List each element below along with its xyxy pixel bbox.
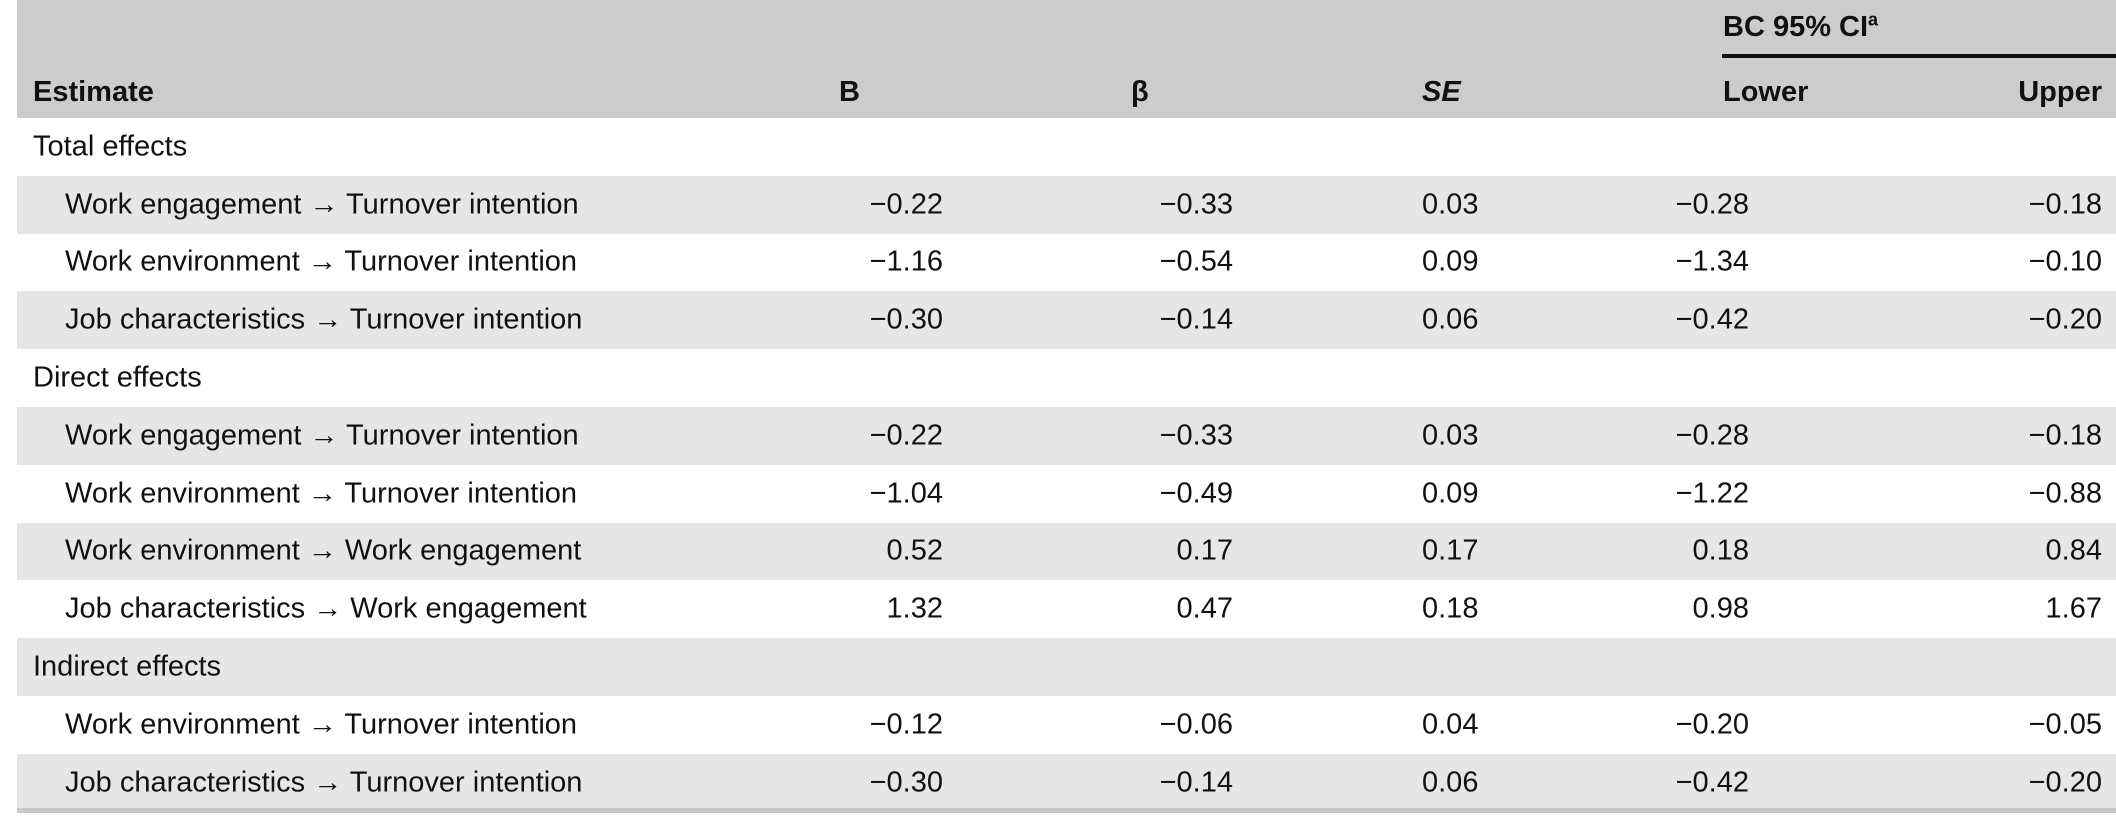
effect-label: Job characteristics → Turnover intention — [65, 303, 583, 336]
cell-beta: 0.17 — [1176, 534, 1233, 567]
cell-b: −0.22 — [869, 419, 943, 452]
cell-upper: −0.18 — [2028, 419, 2102, 452]
table-body: Total effects Work engagement → Turnover … — [17, 118, 2116, 812]
section-row: Total effects — [17, 118, 2116, 176]
table-row: Work engagement → Turnover intention −0.2… — [17, 175, 2116, 234]
cell-lower: 0.18 — [1692, 534, 1749, 567]
cell-lower: −1.22 — [1675, 477, 1749, 510]
cell-b: 1.32 — [886, 592, 943, 625]
section-row: Direct effects — [17, 349, 2116, 407]
cell-beta: −0.14 — [1159, 303, 1233, 336]
cell-se: 0.09 — [1422, 477, 1479, 510]
cell-se: 0.06 — [1422, 766, 1479, 799]
cell-se: 0.18 — [1422, 592, 1479, 625]
cell-lower: −0.28 — [1675, 188, 1749, 221]
cell-beta: −0.06 — [1159, 708, 1233, 741]
cell-beta: −0.54 — [1159, 245, 1233, 278]
cell-upper: 1.67 — [2045, 592, 2102, 625]
table-row: Job characteristics → Turnover intention… — [17, 753, 2116, 812]
section-label: Direct effects — [33, 361, 202, 394]
table-row: Work environment → Turnover intention −0.… — [17, 696, 2116, 754]
cell-b: −1.04 — [869, 477, 943, 510]
cell-upper: −0.20 — [2028, 303, 2102, 336]
cell-se: 0.17 — [1422, 534, 1479, 567]
cell-beta: −0.14 — [1159, 766, 1233, 799]
cell-b: −0.30 — [869, 303, 943, 336]
cell-upper: −0.05 — [2028, 708, 2102, 741]
cell-b: −0.30 — [869, 766, 943, 799]
table-row: Work environment → Turnover intention −1.… — [17, 465, 2116, 523]
cell-beta: −0.33 — [1159, 419, 1233, 452]
column-header-upper: Upper — [2018, 76, 2102, 108]
effect-label: Work environment → Turnover intention — [65, 708, 578, 741]
cell-lower: −1.34 — [1675, 245, 1749, 278]
cell-b: −0.12 — [869, 708, 943, 741]
cell-upper: −0.10 — [2028, 245, 2102, 278]
effect-label: Work engagement → Turnover intention — [65, 419, 579, 452]
cell-b: −0.22 — [869, 188, 943, 221]
column-header-b: B — [839, 76, 860, 108]
ci-footnote-marker: a — [1868, 9, 1879, 30]
table-row: Job characteristics → Turnover intention… — [17, 291, 2116, 350]
table-bottom-rule — [17, 808, 2116, 813]
cell-b: 0.52 — [886, 534, 943, 567]
cell-beta: 0.47 — [1176, 592, 1233, 625]
section-label: Indirect effects — [33, 650, 222, 683]
cell-beta: −0.49 — [1159, 477, 1233, 510]
column-header-lower: Lower — [1723, 76, 1809, 108]
table-row: Work engagement → Turnover intention −0.2… — [17, 406, 2116, 465]
cell-se: 0.06 — [1422, 303, 1479, 336]
cell-lower: −0.42 — [1675, 766, 1749, 799]
ci-group-rule — [1722, 54, 2116, 58]
table-row: Work environment → Turnover intention −1.… — [17, 234, 2116, 292]
effect-label: Job characteristics → Turnover intention — [65, 766, 583, 799]
cell-se: 0.09 — [1422, 245, 1479, 278]
cell-se: 0.04 — [1422, 708, 1479, 741]
effect-label: Work environment → Turnover intention — [65, 477, 578, 510]
section-row: Indirect effects — [17, 638, 2116, 696]
cell-lower: −0.20 — [1675, 708, 1749, 741]
results-table: BC 95% CIa Estimate B β SE Lower Upper T… — [17, 0, 2116, 822]
ci-group-header: BC 95% CIa — [1723, 9, 1879, 43]
cell-upper: −0.18 — [2028, 188, 2102, 221]
column-header-estimate: Estimate — [33, 76, 154, 108]
table-header: BC 95% CIa Estimate B β SE Lower Upper — [17, 0, 2116, 118]
effect-label: Work environment → Work engagement — [65, 534, 582, 567]
cell-lower: −0.42 — [1675, 303, 1749, 336]
column-header-se: SE — [1422, 76, 1461, 108]
cell-upper: −0.20 — [2028, 766, 2102, 799]
cell-b: −1.16 — [869, 245, 943, 278]
effect-label: Work environment → Turnover intention — [65, 245, 578, 278]
cell-upper: −0.88 — [2028, 477, 2102, 510]
section-label: Total effects — [33, 130, 188, 163]
column-header-beta: β — [1131, 76, 1149, 108]
effect-label: Work engagement → Turnover intention — [65, 188, 579, 221]
cell-beta: −0.33 — [1159, 188, 1233, 221]
cell-se: 0.03 — [1422, 419, 1479, 452]
cell-lower: 0.98 — [1692, 592, 1749, 625]
table-row: Job characteristics → Work engagement 1.3… — [17, 580, 2116, 638]
cell-upper: 0.84 — [2045, 534, 2102, 567]
cell-se: 0.03 — [1422, 188, 1479, 221]
cell-lower: −0.28 — [1675, 419, 1749, 452]
effect-label: Job characteristics → Work engagement — [65, 592, 587, 625]
table-row: Work environment → Work engagement 0.52 0.… — [17, 522, 2116, 581]
